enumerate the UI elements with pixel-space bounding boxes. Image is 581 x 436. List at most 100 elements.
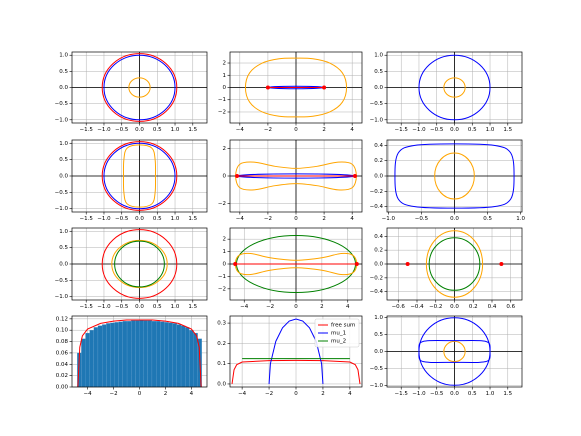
y-tick-label: 1.0 bbox=[374, 315, 383, 321]
y-tick-label: 1.0 bbox=[374, 53, 383, 59]
curve bbox=[122, 144, 157, 208]
y-tick-label: −2 bbox=[218, 201, 226, 207]
x-tick-label: −1.0 bbox=[382, 216, 396, 222]
x-tick-label: −0.4 bbox=[410, 304, 424, 310]
histogram-bar bbox=[164, 322, 169, 387]
point bbox=[405, 262, 410, 266]
x-tick-label: −4 bbox=[236, 127, 245, 133]
histogram-bar bbox=[106, 323, 111, 387]
x-tick-label: 1.0 bbox=[486, 391, 495, 397]
y-tick-label: 0.5 bbox=[374, 332, 383, 338]
histogram-bar bbox=[110, 322, 115, 387]
y-tick-label: −2 bbox=[218, 286, 226, 292]
x-tick-label: 0.5 bbox=[468, 391, 477, 397]
axes-frame bbox=[229, 139, 363, 213]
plot-area bbox=[72, 52, 207, 123]
x-tick-label: −4 bbox=[236, 216, 245, 222]
histogram-bar bbox=[81, 338, 86, 387]
x-tick-label: 0.4 bbox=[488, 304, 497, 310]
x-tick-label: −2 bbox=[265, 391, 273, 397]
point bbox=[354, 262, 359, 266]
curve bbox=[77, 319, 202, 387]
histogram-bar bbox=[118, 321, 123, 387]
plot-area bbox=[231, 318, 361, 385]
curve bbox=[103, 54, 176, 121]
histogram-bar bbox=[135, 320, 140, 387]
x-tick-label: 1.5 bbox=[188, 304, 197, 310]
y-tick-label: −0.4 bbox=[370, 289, 384, 295]
y-tick-label: 0.4 bbox=[374, 234, 383, 240]
histogram-bar bbox=[180, 325, 186, 387]
axes-frame bbox=[386, 315, 523, 388]
x-tick-label: 0.6 bbox=[506, 304, 515, 310]
x-tick-label: −2 bbox=[109, 391, 117, 397]
legend-label: mu_1 bbox=[331, 331, 346, 337]
x-tick-label: −4 bbox=[240, 304, 249, 310]
x-tick-label: 2 bbox=[322, 127, 326, 133]
axes-frame bbox=[386, 51, 523, 124]
x-tick-label: 1.5 bbox=[503, 391, 512, 397]
curve bbox=[244, 57, 348, 118]
legend-label: mu_2 bbox=[331, 339, 346, 345]
x-tick-label: 1.0 bbox=[171, 216, 180, 222]
subplot: −4 −2 0 2 4 0.00 0.02 0.04 0.06 0.08 0.10 0.12 bbox=[56, 315, 208, 397]
x-tick-label: 1.0 bbox=[516, 216, 525, 222]
plot-area bbox=[387, 228, 522, 300]
x-tick-label: 1.5 bbox=[188, 127, 197, 133]
x-tick-label: −1.5 bbox=[395, 127, 409, 133]
curve bbox=[101, 53, 178, 122]
y-tick-label: 0.0 bbox=[374, 349, 383, 355]
curve bbox=[101, 141, 178, 211]
x-tick-label: −1.5 bbox=[395, 391, 409, 397]
x-tick-label: 0.0 bbox=[135, 304, 144, 310]
axes-frame bbox=[386, 139, 523, 213]
y-tick-label: 0.0 bbox=[59, 85, 68, 91]
x-tick-label: 0.0 bbox=[450, 391, 459, 397]
y-tick-label: 0.5 bbox=[59, 69, 68, 75]
histogram-bar bbox=[114, 322, 119, 387]
y-tick-label: −0.5 bbox=[55, 101, 69, 107]
subplot: −4 −2 0 2 4 −2 −1 0 1 2 bbox=[218, 227, 363, 310]
subplot: −1.5 −1.0 −0.5 0.0 0.5 1.0 1.5−1.0−0.50.00.51.… bbox=[55, 139, 208, 222]
point bbox=[322, 85, 327, 90]
y-tick-label: 0.0 bbox=[59, 174, 68, 180]
curve bbox=[111, 239, 168, 289]
x-tick-label: −0.5 bbox=[115, 304, 129, 310]
y-tick-label: 0.0 bbox=[374, 262, 383, 268]
x-tick-label: 1.0 bbox=[171, 304, 180, 310]
plot-area bbox=[72, 140, 207, 212]
subplot: −1.0 −0.5 0.0 0.5 1.0 −0.4 −0.2 0.0 0.2 0.4 bbox=[370, 139, 526, 222]
histogram-bar bbox=[126, 321, 132, 387]
x-tick-label: −1.0 bbox=[412, 391, 426, 397]
subplot: −1.5 −1.0 −0.5 0.0 0.5 1.0 1.5−1.0−0.50.00.51.… bbox=[55, 227, 208, 310]
y-tick-label: 0.10 bbox=[56, 328, 69, 334]
legend-box bbox=[314, 318, 360, 348]
curve bbox=[434, 152, 475, 200]
curve bbox=[425, 230, 484, 298]
histogram-bar bbox=[85, 332, 90, 387]
y-tick-label: −0.5 bbox=[55, 190, 69, 196]
subplot: −4 −2 0 2 4 −2 −1 0 1 2 bbox=[218, 51, 363, 133]
y-tick-label: 2 bbox=[223, 237, 227, 243]
x-tick-label: 4 bbox=[346, 304, 350, 310]
plot-area bbox=[72, 228, 207, 300]
subplot: −1.5 −1.0 −0.5 0.0 0.5 1.0 1.5−1.0−0.50.00.51.… bbox=[55, 51, 208, 133]
histogram-bar bbox=[131, 320, 136, 387]
x-tick-label: −0.5 bbox=[115, 127, 129, 133]
x-tick-label: −4 bbox=[238, 391, 247, 397]
x-tick-label: −1.0 bbox=[97, 304, 111, 310]
histogram-bar bbox=[193, 332, 198, 387]
histogram-bar bbox=[102, 324, 107, 387]
x-tick-label: −4 bbox=[84, 391, 93, 397]
plot-area bbox=[230, 228, 362, 300]
y-tick-label: 0.2 bbox=[374, 248, 383, 254]
x-tick-label: 0 bbox=[294, 216, 298, 222]
x-tick-label: 4 bbox=[190, 391, 194, 397]
y-tick-label: 0.0 bbox=[217, 381, 226, 387]
point bbox=[499, 262, 504, 266]
histogram-bar bbox=[160, 321, 165, 387]
y-tick-label: 0.02 bbox=[56, 373, 68, 379]
x-tick-label: −2 bbox=[266, 304, 274, 310]
x-tick-label: 0 bbox=[294, 127, 298, 133]
histogram-bar bbox=[143, 320, 148, 387]
